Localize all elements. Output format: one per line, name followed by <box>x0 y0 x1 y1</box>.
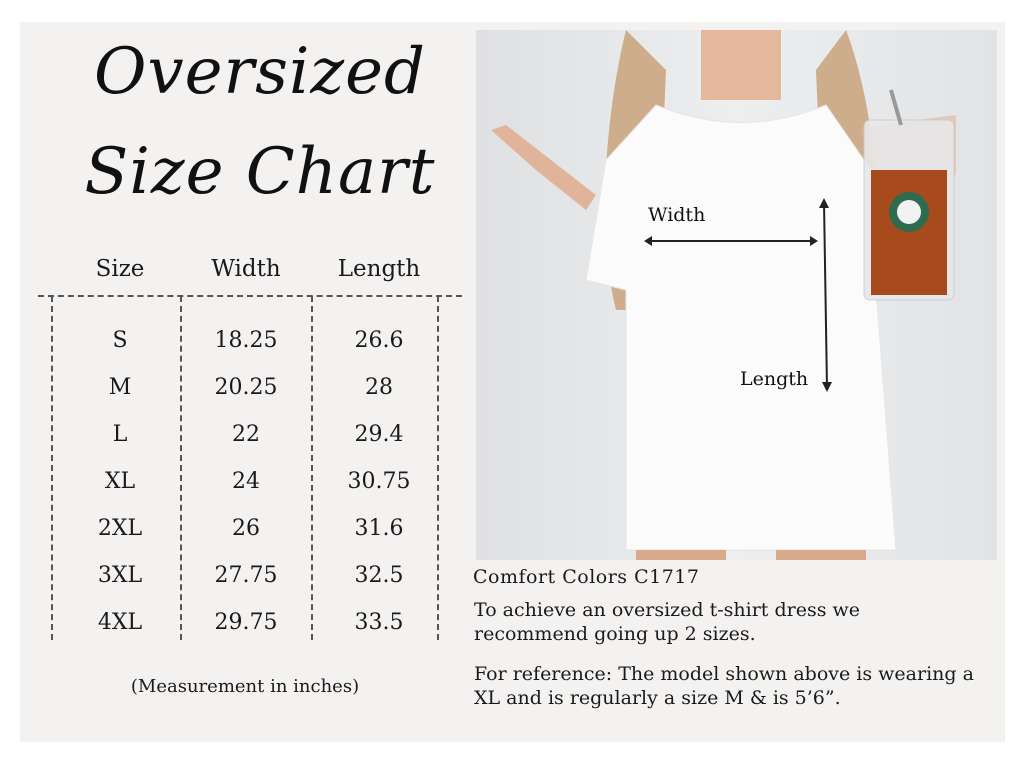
length-cell: 30.75 <box>347 469 411 494</box>
size-cell: 2XL <box>97 516 143 541</box>
size-cell: S <box>112 328 128 353</box>
length-cell: 29.4 <box>354 422 404 447</box>
header-length: Length <box>337 256 421 282</box>
size-cell: L <box>112 422 128 447</box>
header-size: Size <box>95 256 145 282</box>
table-divider <box>38 295 462 297</box>
title-line-1: Oversized <box>94 35 426 109</box>
width-cell: 26 <box>232 516 260 541</box>
width-cell: 29.75 <box>214 610 278 635</box>
length-cell: 31.6 <box>354 516 404 541</box>
width-cell: 20.25 <box>214 375 278 400</box>
product-name: Comfort Colors C1717 <box>473 566 700 588</box>
width-cell: 27.75 <box>214 563 278 588</box>
size-cell: XL <box>104 469 136 494</box>
length-cell: 32.5 <box>354 563 404 588</box>
width-cell: 24 <box>232 469 260 494</box>
recommendation-text: To achieve an oversized t-shirt dress we… <box>474 599 861 645</box>
reference-text: For reference: The model shown above is … <box>474 663 974 709</box>
width-cell: 18.25 <box>214 328 278 353</box>
model-photo: Width Length <box>476 30 997 560</box>
size-cell: 4XL <box>97 610 143 635</box>
size-cell: 3XL <box>97 563 143 588</box>
width-cell: 22 <box>232 422 260 447</box>
length-label: Length <box>740 368 809 390</box>
size-cell: M <box>108 375 132 400</box>
measurement-note: (Measurement in inches) <box>130 676 360 697</box>
length-cell: 33.5 <box>354 610 404 635</box>
width-label: Width <box>648 204 706 226</box>
column-line <box>180 296 182 640</box>
model-illustration <box>491 30 956 560</box>
column-line <box>311 296 313 640</box>
length-cell: 28 <box>365 375 393 400</box>
column-line <box>51 296 53 640</box>
title-line-2: Size Chart <box>84 135 436 209</box>
column-line <box>437 296 439 640</box>
header-width: Width <box>211 256 281 282</box>
length-cell: 26.6 <box>354 328 404 353</box>
